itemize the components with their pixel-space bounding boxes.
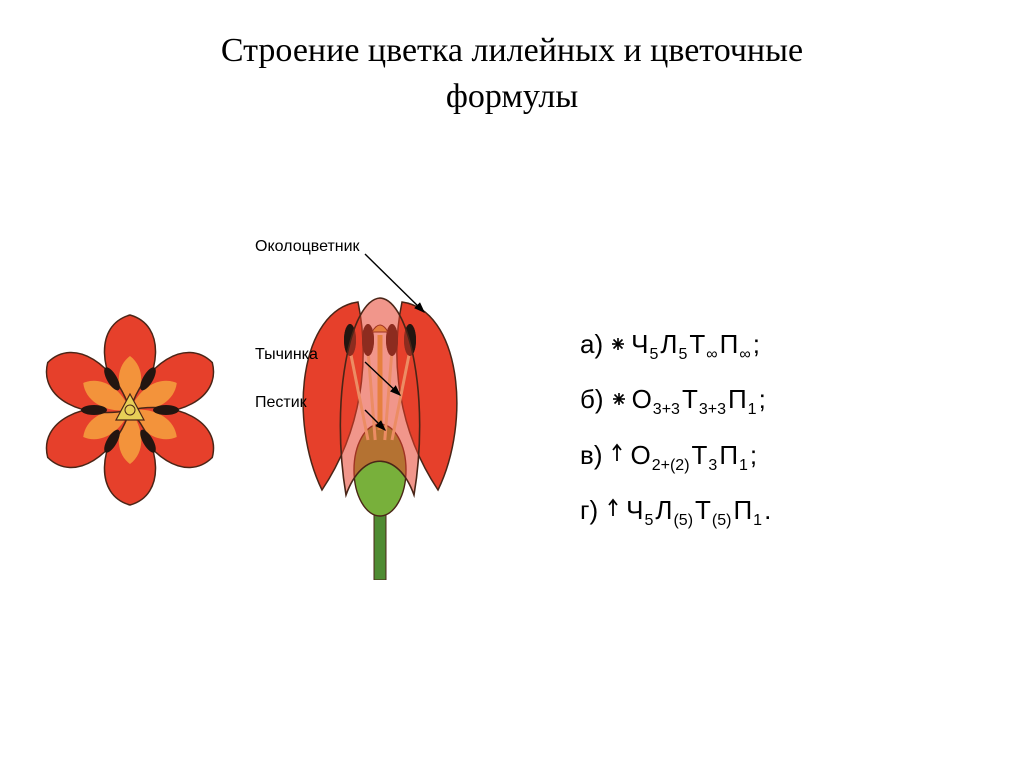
flower-side-view xyxy=(303,298,457,580)
formula-tag: а) xyxy=(580,320,603,369)
label-pistil: Пестик xyxy=(255,394,307,412)
formula-text: Ч5Л(5)Т(5)П1. xyxy=(626,486,771,535)
content-area: Околоцветник Тычинка Пестик а) Ч5Л5Т∞П∞;… xyxy=(0,120,1024,720)
formula-row-a: а) Ч5Л5Т∞П∞; xyxy=(580,320,771,369)
formula-row-v: в) О2+(2)Т3П1; xyxy=(580,431,771,480)
formula-tag: в) xyxy=(580,431,602,480)
label-perianth: Околоцветник xyxy=(255,238,360,256)
formula-list: а) Ч5Л5Т∞П∞; б) О3+3Т3+3П1; в) О2+(2)Т3П… xyxy=(580,320,771,542)
asterisk-icon xyxy=(609,318,627,367)
title-line-1: Строение цветка лилейных и цветочные xyxy=(221,32,803,69)
flower-top-view xyxy=(35,315,225,505)
label-stamen: Тычинка xyxy=(255,346,318,364)
asterisk-icon xyxy=(610,373,628,422)
formula-text: О3+3Т3+3П1; xyxy=(632,375,766,424)
page-title: Строение цветка лилейных и цветочные фор… xyxy=(0,0,1024,120)
formula-row-g: г) Ч5Л(5)Т(5)П1. xyxy=(580,486,771,535)
title-line-2: формулы xyxy=(446,78,578,115)
formula-row-b: б) О3+3Т3+3П1; xyxy=(580,375,771,424)
arrow-up-icon xyxy=(608,429,626,478)
formula-tag: б) xyxy=(580,375,604,424)
formula-text: Ч5Л5Т∞П∞; xyxy=(631,320,760,369)
formula-text: О2+(2)Т3П1; xyxy=(630,431,757,480)
arrow-up-icon xyxy=(604,484,622,533)
formula-tag: г) xyxy=(580,486,598,535)
